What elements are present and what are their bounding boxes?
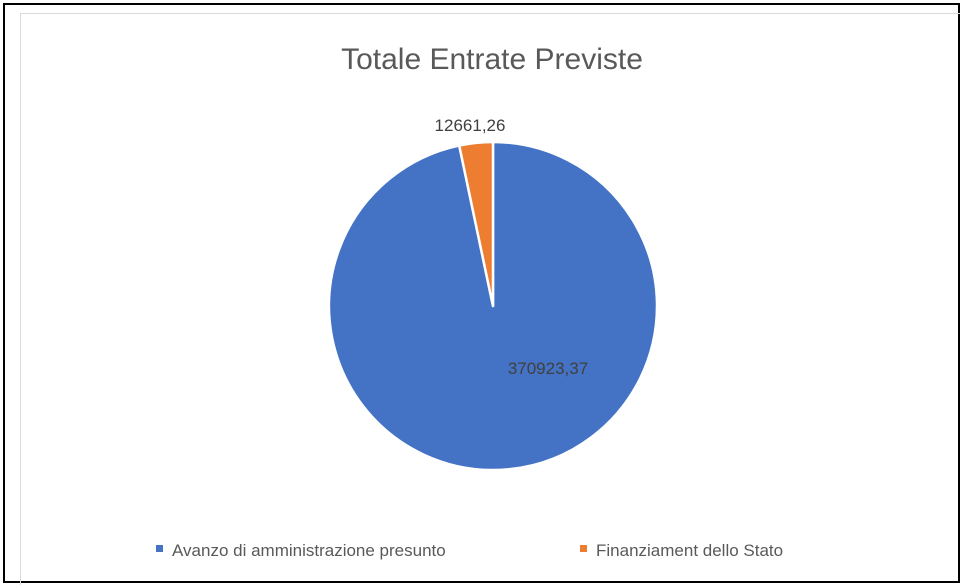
- legend-swatch-finanziament: [580, 545, 587, 552]
- chart-area: [20, 13, 960, 585]
- pie-slices: [327, 140, 659, 472]
- data-label-finanziament: 12661,26: [435, 116, 506, 135]
- pie-slice-finanziament: [457, 140, 495, 308]
- chart-title: Totale Entrate Previste: [341, 43, 643, 76]
- legend: Avanzo di amministrazione presunto Finan…: [156, 541, 783, 560]
- data-label-avanzo: 370923,37: [508, 359, 588, 378]
- legend-label-avanzo: Avanzo di amministrazione presunto: [172, 541, 446, 560]
- legend-label-finanziament: Finanziament dello Stato: [596, 541, 783, 560]
- legend-swatch-avanzo: [156, 545, 163, 552]
